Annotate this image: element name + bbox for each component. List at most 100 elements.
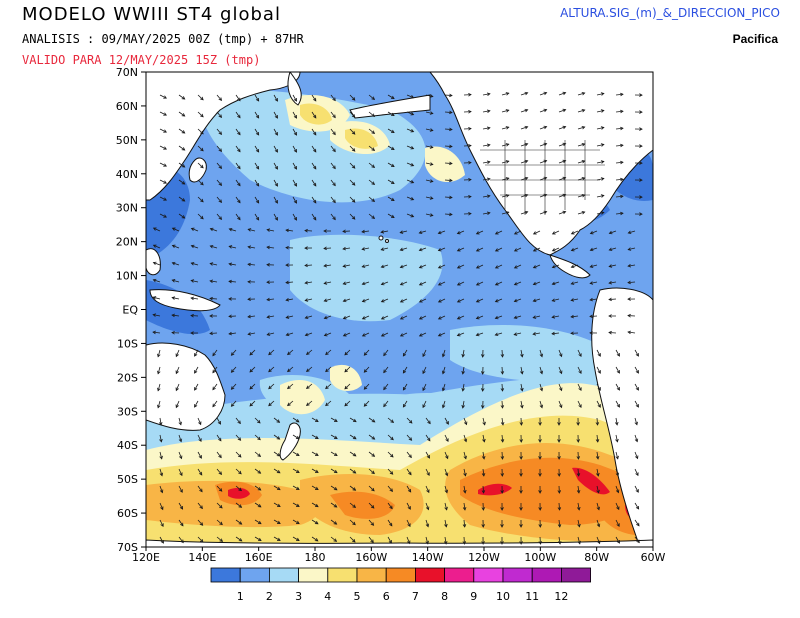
direction-arrow [595,434,600,443]
direction-arrow [311,536,319,542]
direction-arrow [558,108,567,113]
direction-arrow [285,228,294,233]
direction-arrow [254,196,260,204]
direction-arrow [330,485,338,491]
direction-arrow [615,211,624,216]
direction-arrow [615,536,620,544]
colorbar-label: 3 [295,590,302,603]
direction-arrow [311,162,317,170]
direction-arrow [634,144,643,148]
direction-arrow [344,383,351,390]
direction-arrow [494,332,503,337]
direction-arrow [520,142,529,147]
direction-arrow [634,195,643,199]
direction-arrow [482,143,491,147]
direction-arrow [520,193,529,198]
direction-arrow [538,502,542,511]
direction-arrow [406,417,413,424]
direction-arrow [519,468,523,477]
direction-arrow [475,230,484,235]
direction-arrow [456,247,465,252]
direction-arrow [254,434,261,441]
direction-arrow [380,247,389,251]
colorbar-swatch [385,567,416,583]
direction-arrow [443,536,448,545]
direction-arrow [532,281,541,286]
direction-arrow [216,145,223,152]
direction-arrow [190,313,199,318]
direction-arrow [399,315,408,320]
direction-arrow [209,262,218,266]
direction-arrow [387,128,395,134]
map-title: MODELO WWIII ST4 global [22,4,281,25]
direction-arrow [216,179,223,186]
direction-arrow [311,196,317,204]
direction-arrow [209,296,218,301]
direction-arrow [387,162,395,168]
direction-arrow [325,349,332,356]
direction-arrow [194,383,199,391]
direction-arrow [501,160,510,164]
latitude-labels: 70N 60N 50N 40N 30N 20N 10N EQ 10S 20S 30S 40S 50S 60… [116,66,146,554]
direction-arrow [273,111,278,119]
direction-arrow [342,264,351,268]
direction-arrow [463,194,472,199]
direction-arrow [551,331,560,336]
direction-arrow [330,111,336,119]
direction-arrow [596,383,601,391]
direction-arrow [212,349,218,357]
direction-arrow [634,417,638,426]
direction-arrow [368,536,374,544]
direction-arrow [634,451,639,460]
direction-arrow [406,179,415,184]
direction-arrow [368,485,375,492]
direction-arrow [634,127,643,131]
direction-arrow [235,468,242,475]
direction-arrow [538,519,542,528]
direction-arrow [228,227,237,232]
direction-arrow [285,332,294,337]
direction-arrow [577,193,586,198]
direction-arrow [475,298,484,303]
colorbar-swatch [531,567,562,583]
direction-arrow [287,366,294,373]
direction-arrow [330,434,338,439]
direction-arrow [178,519,184,527]
direction-arrow [230,366,237,373]
direction-arrow [368,502,375,509]
direction-arrow [627,247,636,251]
direction-arrow [615,451,619,460]
direction-arrow [596,92,605,96]
direction-arrow [349,485,357,491]
direction-arrow [422,400,427,409]
direction-arrow [444,502,448,511]
direction-arrow [159,94,168,99]
direction-arrow [304,298,313,302]
direction-arrow [558,91,567,96]
lon-label: 140W [412,551,444,564]
direction-arrow [406,145,415,150]
direction-arrow [190,227,199,232]
direction-arrow [577,519,581,528]
direction-arrow [216,502,223,509]
color-scale: 1 2 3 4 5 6 7 8 9 10 11 12 [210,567,592,603]
direction-arrow [311,502,319,508]
direction-arrow [197,519,204,526]
direction-arrow [349,417,357,423]
direction-arrow [387,434,394,441]
direction-arrow [596,366,601,374]
direction-arrow [513,281,522,286]
colorbar-label: 10 [496,590,510,603]
direction-arrow [175,383,180,392]
direction-arrow [330,502,338,508]
colorbar-label: 8 [441,590,448,603]
direction-arrow [558,366,563,375]
direction-arrow [615,143,624,148]
direction-arrow [323,298,332,302]
direction-arrow [480,383,485,392]
direction-arrow [482,92,491,96]
direction-arrow [596,349,601,357]
direction-arrow [344,366,351,373]
direction-arrow [500,502,504,511]
direction-arrow [380,298,389,303]
